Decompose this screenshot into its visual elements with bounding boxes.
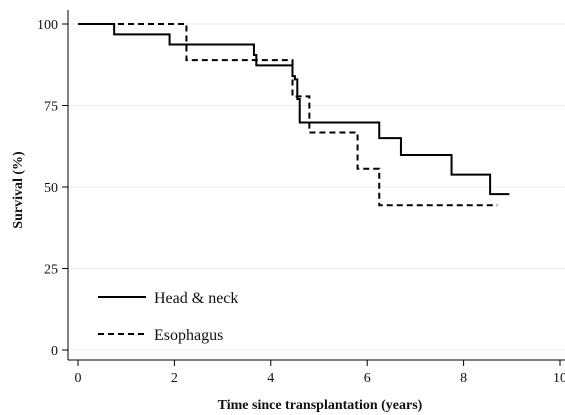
y-tick-label-50: 50: [44, 181, 58, 196]
series-line-esophagus: [78, 23, 498, 207]
y-axis-title: Survival (%): [11, 151, 26, 229]
y-tick-label-75: 75: [44, 100, 58, 115]
x-tick-label-6: 6: [364, 371, 371, 386]
legend-label-head-neck: Head & neck: [154, 290, 238, 307]
x-tick-label-8: 8: [460, 371, 467, 386]
series-group: [78, 23, 510, 207]
y-tick-label-100: 100: [37, 18, 58, 33]
series-line-head-neck: [78, 23, 510, 196]
x-axis-ticks: 0 2 4 6 8 10: [75, 360, 565, 386]
y-tick-label-0: 0: [51, 344, 58, 359]
x-tick-label-10: 10: [553, 371, 565, 386]
x-axis-title: Time since transplantation (years): [218, 398, 423, 413]
x-tick-label-0: 0: [75, 371, 82, 386]
x-tick-label-4: 4: [267, 371, 274, 386]
x-tick-label-2: 2: [171, 371, 178, 386]
legend: Head & neck Esophagus: [98, 290, 238, 344]
y-axis-ticks: 0 25 50 75 100: [37, 18, 68, 359]
legend-label-esophagus: Esophagus: [154, 327, 223, 344]
axes: [67, 10, 565, 361]
y-tick-label-25: 25: [44, 263, 58, 278]
